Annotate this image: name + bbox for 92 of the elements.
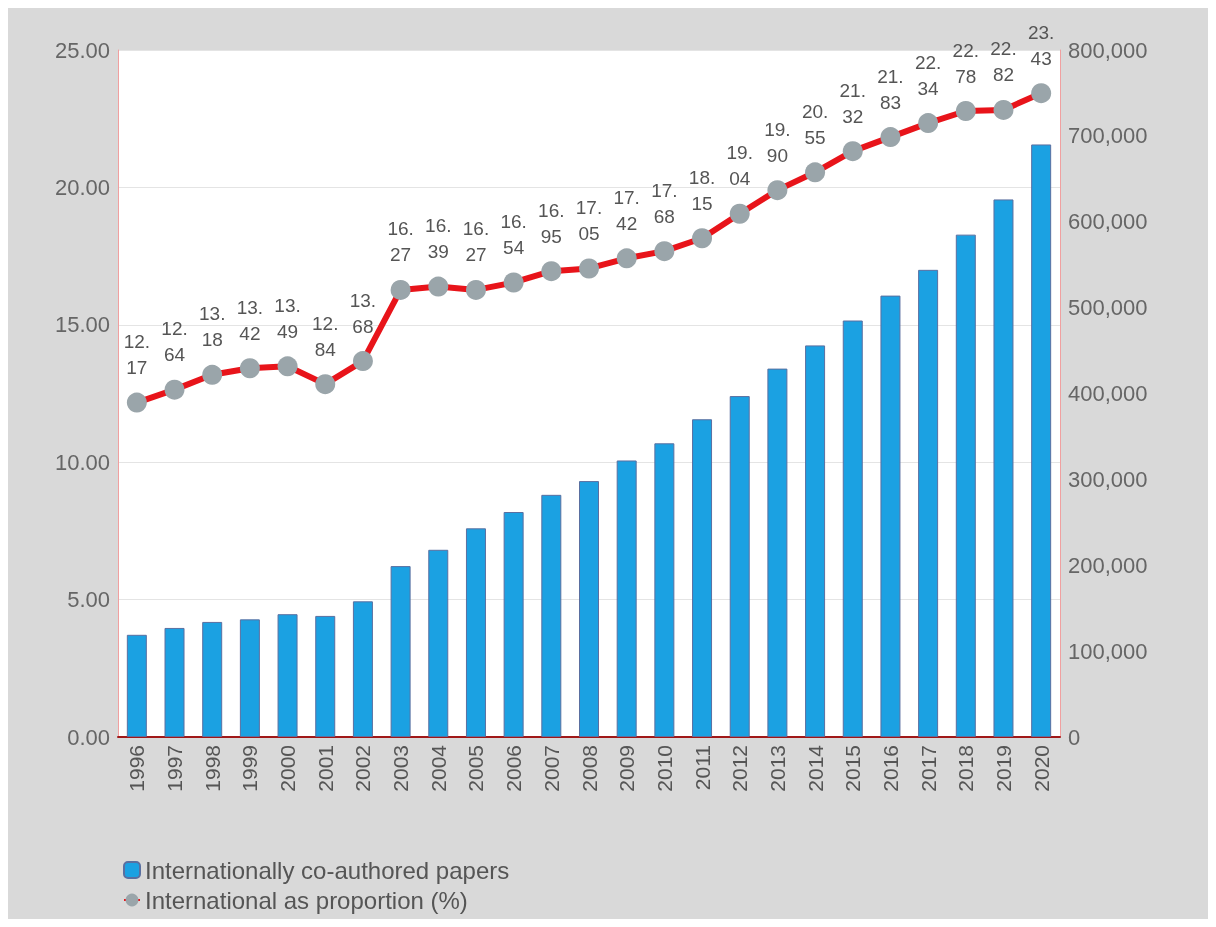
y-tick-label: 15.00 <box>54 312 110 338</box>
bar <box>616 460 637 737</box>
bar <box>654 443 675 737</box>
data-label: 16.95 <box>538 199 565 247</box>
y2-tick-label: 200,000 <box>1068 552 1148 578</box>
bar <box>202 621 223 737</box>
x-tick-label: 2017 <box>916 745 940 792</box>
data-label: 22.78 <box>952 39 980 87</box>
data-label: 12.84 <box>312 312 339 360</box>
bar <box>842 320 863 737</box>
bar <box>1031 144 1052 737</box>
data-label: 23.43 <box>1027 21 1055 69</box>
bar <box>428 549 449 737</box>
bar <box>767 368 788 737</box>
data-label: 21.32 <box>839 79 866 127</box>
bar <box>503 512 524 737</box>
data-label: 16.27 <box>462 218 490 266</box>
data-label: 19.04 <box>726 142 753 190</box>
data-label: 12.64 <box>161 318 188 366</box>
x-tick-label: 2004 <box>426 744 450 792</box>
x-tick-label: 1996 <box>125 745 149 792</box>
data-label: 16.39 <box>425 215 452 263</box>
y-tick-label: 20.00 <box>54 174 110 200</box>
x-tick-label: 2002 <box>351 745 375 792</box>
data-label: 22.82 <box>990 38 1017 86</box>
x-tick-label: 2006 <box>502 745 526 792</box>
x-tick-label: 2008 <box>577 745 601 792</box>
bar <box>352 601 373 737</box>
data-label: 22.34 <box>914 51 942 99</box>
bar <box>880 295 901 737</box>
x-tick-label: 2003 <box>389 745 413 792</box>
x-tick-label: 2011 <box>690 745 714 791</box>
legend-label: Internationally co-authored papers <box>145 856 510 884</box>
x-tick-label: 2019 <box>991 745 1015 792</box>
y2-tick-label: 800,000 <box>1068 37 1148 63</box>
y2-tick-label: 700,000 <box>1068 123 1148 149</box>
x-tick-label: 1999 <box>238 745 262 792</box>
x-tick-label: 2014 <box>803 744 827 792</box>
x-tick-label: 2009 <box>615 745 639 792</box>
data-label: 17.05 <box>575 196 603 244</box>
data-label: 13.18 <box>198 303 226 351</box>
x-tick-label: 2007 <box>539 745 563 792</box>
y2-tick-label: 100,000 <box>1068 638 1148 664</box>
x-tick-label: 2018 <box>954 745 978 792</box>
bar <box>955 234 976 737</box>
x-tick-label: 1998 <box>200 745 224 792</box>
data-label: 16.54 <box>500 210 527 258</box>
data-label: 13.68 <box>349 289 377 337</box>
x-tick-label: 2012 <box>728 745 752 792</box>
y2-tick-label: 600,000 <box>1068 209 1148 235</box>
y2-tick-label: 500,000 <box>1068 295 1148 321</box>
x-tick-label: 1997 <box>163 745 187 792</box>
y-tick-label: 5.00 <box>67 587 110 613</box>
bar <box>579 481 599 737</box>
bar <box>918 269 939 737</box>
bar <box>465 528 486 737</box>
legend-label: International as proportion (%) <box>145 886 468 914</box>
data-label: 17.68 <box>651 179 678 227</box>
data-label: 17.42 <box>613 186 640 234</box>
bar <box>692 419 713 737</box>
bar <box>126 634 147 737</box>
bar <box>164 627 185 737</box>
data-label: 13.42 <box>236 296 264 344</box>
data-label: 20.55 <box>801 100 829 148</box>
x-tick-label: 2005 <box>464 745 488 792</box>
x-tick-label: 2020 <box>1029 745 1053 792</box>
y2-tick-label: 300,000 <box>1068 466 1148 492</box>
x-tick-label: 2001 <box>313 745 337 792</box>
data-label: 21.83 <box>877 65 904 113</box>
data-label: 16.27 <box>387 218 414 266</box>
bar <box>277 614 298 737</box>
bar <box>993 199 1014 737</box>
y-tick-label: 0.00 <box>67 724 110 750</box>
x-tick-label: 2010 <box>652 745 676 792</box>
y2-tick-label: 400,000 <box>1068 381 1148 406</box>
bar <box>315 615 336 737</box>
bar <box>541 494 562 737</box>
data-label: 13.49 <box>274 294 301 342</box>
x-tick-label: 2016 <box>878 745 902 792</box>
data-label: 12.17 <box>123 331 151 379</box>
x-tick-label: 2000 <box>276 745 300 792</box>
y-tick-label: 10.00 <box>54 449 110 475</box>
bar <box>805 345 826 737</box>
x-tick-label: 2013 <box>765 745 789 792</box>
y-tick-label: 25.00 <box>54 37 110 63</box>
data-label: 19.90 <box>764 118 791 166</box>
bar <box>729 396 750 737</box>
data-label: 18.15 <box>688 166 716 214</box>
bar <box>239 619 260 737</box>
x-tick-label: 2015 <box>841 745 865 792</box>
y2-tick-label: 0 <box>1068 724 1081 750</box>
bar <box>390 566 411 737</box>
